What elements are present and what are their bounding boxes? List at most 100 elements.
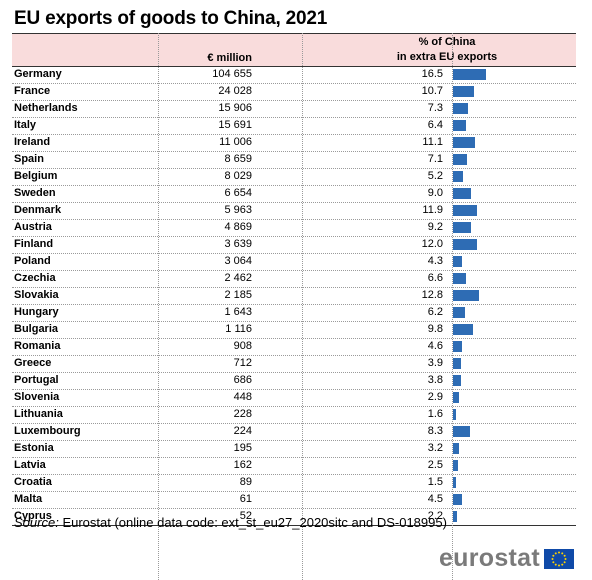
million-value: 3 064 <box>224 255 252 267</box>
table-row: Poland 3 064 4.3 <box>12 254 576 271</box>
table-row: Spain 8 659 7.1 <box>12 152 576 169</box>
pct-bar <box>453 375 461 386</box>
million-value: 15 691 <box>218 119 252 131</box>
pct-bar <box>453 477 456 488</box>
country-label: Ireland <box>14 136 51 148</box>
million-value: 1 116 <box>225 323 252 335</box>
table-row: Luxembourg 224 8.3 <box>12 424 576 441</box>
country-label: Denmark <box>14 204 62 216</box>
pct-value: 2.9 <box>427 391 443 403</box>
million-value: 2 185 <box>224 289 252 301</box>
header-pct-line1: % of China <box>418 36 476 48</box>
country-label: Greece <box>14 357 52 369</box>
pct-value: 4.3 <box>427 255 443 267</box>
table-row: Italy 15 691 6.4 <box>12 118 576 135</box>
country-label: Cyprus <box>14 510 52 522</box>
million-value: 6 654 <box>224 187 252 199</box>
country-label: Slovakia <box>14 289 59 301</box>
pct-value: 2.5 <box>427 459 443 471</box>
pct-bar <box>453 137 475 148</box>
million-value: 52 <box>239 510 252 522</box>
flag-star <box>554 563 557 566</box>
million-value: 11 006 <box>219 136 252 148</box>
pct-value: 9.2 <box>427 221 443 233</box>
pct-value: 9.8 <box>427 323 443 335</box>
table-row: Belgium 8 029 5.2 <box>12 169 576 186</box>
flag-star <box>554 551 557 554</box>
million-value: 224 <box>233 425 252 437</box>
chart-title: EU exports of goods to China, 2021 <box>14 8 328 29</box>
pct-value: 1.6 <box>427 408 443 420</box>
table-row: Austria 4 869 9.2 <box>12 220 576 237</box>
table-row: Czechia 2 462 6.6 <box>12 271 576 288</box>
source-note: Source: Eurostat (online data code: ext_… <box>14 515 447 530</box>
country-label: Lithuania <box>14 408 63 420</box>
million-value: 3 639 <box>224 238 252 250</box>
pct-value: 12.8 <box>421 289 443 301</box>
country-label: Slovenia <box>14 391 60 403</box>
pct-value: 11.9 <box>422 204 443 216</box>
pct-value: 6.2 <box>427 306 443 318</box>
million-value: 448 <box>233 391 252 403</box>
table-row: Estonia 195 3.2 <box>12 441 576 458</box>
pct-bar <box>453 154 467 165</box>
header-pct-line2: in extra EU exports <box>396 51 498 63</box>
pct-bar <box>453 222 471 233</box>
pct-bar <box>453 443 459 454</box>
eurostat-logo: eurostat <box>439 544 574 573</box>
pct-bar <box>453 341 462 352</box>
table-row: Slovenia 448 2.9 <box>12 390 576 407</box>
million-value: 8 659 <box>224 153 252 165</box>
country-label: Bulgaria <box>14 323 59 335</box>
million-value: 228 <box>233 408 252 420</box>
exports-table: € million % of China in extra EU exports… <box>12 33 576 526</box>
pct-value: 3.2 <box>427 442 443 454</box>
million-value: 908 <box>233 340 252 352</box>
table-row: Bulgaria 1 116 9.8 <box>12 322 576 339</box>
country-label: Spain <box>14 153 44 165</box>
pct-bar <box>453 392 459 403</box>
country-label: Czechia <box>14 272 56 284</box>
country-label: Malta <box>14 493 43 505</box>
million-value: 15 906 <box>218 102 252 114</box>
flag-star <box>552 554 555 557</box>
pct-value: 11.1 <box>422 136 443 148</box>
million-value: 5 963 <box>224 204 252 216</box>
million-value: 1 643 <box>224 306 252 318</box>
source-label: Source: <box>14 515 59 530</box>
column-divider <box>158 33 159 580</box>
flag-star <box>563 554 566 557</box>
pct-bar <box>453 460 458 471</box>
pct-bar <box>453 205 477 216</box>
country-label: Finland <box>14 238 54 250</box>
pct-value: 16.5 <box>421 68 443 80</box>
pct-value: 9.0 <box>427 187 443 199</box>
pct-value: 4.5 <box>427 493 443 505</box>
flag-star <box>561 551 564 554</box>
table-row: Ireland 11 006 11.1 <box>12 135 576 152</box>
header-pct: % of China in extra EU exports <box>382 35 512 65</box>
pct-bar <box>453 171 463 182</box>
table-row: Sweden 6 654 9.0 <box>12 186 576 203</box>
flag-star <box>558 551 560 553</box>
country-label: Germany <box>14 68 62 80</box>
pct-bar <box>453 103 468 114</box>
pct-bar <box>453 409 456 420</box>
pct-bar <box>453 120 466 131</box>
pct-bar <box>453 69 486 80</box>
table-row: Netherlands 15 906 7.3 <box>12 101 576 118</box>
flag-star <box>551 557 554 560</box>
flag-star <box>561 563 564 566</box>
flag-star <box>563 560 566 563</box>
million-value: 89 <box>239 476 252 488</box>
country-label: Hungary <box>14 306 59 318</box>
country-label: Netherlands <box>14 102 78 114</box>
pct-bar <box>453 511 457 522</box>
pct-bar <box>453 188 471 199</box>
million-value: 712 <box>233 357 252 369</box>
table-row: Croatia 89 1.5 <box>12 475 576 492</box>
country-label: Portugal <box>14 374 59 386</box>
pct-value: 1.5 <box>427 476 443 488</box>
table-row: Finland 3 639 12.0 <box>12 237 576 254</box>
pct-bar <box>453 86 474 97</box>
